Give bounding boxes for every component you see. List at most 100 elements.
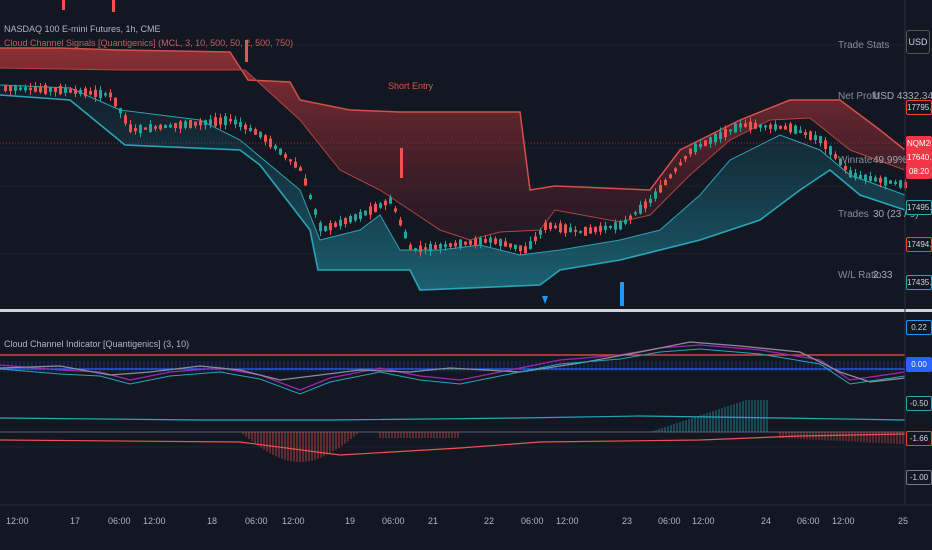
candle-body	[269, 138, 272, 148]
candle-body	[414, 248, 417, 251]
candle-body	[59, 85, 62, 95]
candle-body	[519, 245, 522, 252]
candle-body	[369, 206, 372, 215]
candle-body	[194, 121, 197, 126]
price-scale-tag[interactable]: NQM2024	[906, 136, 932, 151]
candle-body	[784, 125, 787, 130]
candle-body	[174, 123, 177, 129]
candle-body	[289, 159, 292, 162]
candle-body	[834, 154, 837, 159]
price-scale-tag[interactable]: 17495.50	[906, 200, 932, 215]
oscillator-fast-line	[0, 348, 906, 395]
candle-body	[584, 226, 587, 236]
candle-body	[449, 243, 452, 247]
candle-body	[419, 245, 422, 253]
candle-body	[484, 238, 487, 243]
candle-body	[14, 86, 17, 91]
oscillator-scale-tag[interactable]: -1.00	[906, 470, 932, 485]
oscillator-scale-tag[interactable]: 0.00	[906, 357, 932, 372]
candle-body	[299, 167, 302, 171]
time-axis-label: 18	[207, 516, 218, 526]
candle-body	[854, 172, 857, 179]
candle-body	[214, 117, 217, 126]
currency-button[interactable]: USD	[906, 30, 930, 54]
candle-body	[844, 165, 847, 171]
candle-body	[794, 125, 797, 134]
candle-body	[804, 132, 807, 136]
candle-body	[34, 86, 37, 92]
candle-body	[124, 115, 127, 124]
indicator-legend[interactable]: Cloud Channel Signals [Quantigenics] (MC…	[4, 38, 294, 48]
price-scale-tag[interactable]: 17640.00	[906, 150, 932, 165]
candle-body	[49, 87, 52, 92]
candle-body	[769, 124, 772, 129]
oscillator-legend[interactable]: Cloud Channel Indicator [Quantigenics] (…	[4, 339, 190, 349]
candle-body	[314, 209, 317, 215]
price-scale-tag[interactable]: 17795.50	[906, 100, 932, 115]
time-axis-label: 25	[898, 516, 909, 526]
candle-body	[374, 203, 377, 213]
candle-body	[279, 148, 282, 155]
candle-body	[494, 238, 497, 244]
candle-body	[224, 116, 227, 126]
candle-body	[424, 247, 427, 250]
candle-body	[99, 89, 102, 98]
candle-body	[349, 215, 352, 223]
candle-body	[149, 124, 152, 133]
candle-body	[774, 124, 777, 130]
candle-body	[104, 93, 107, 96]
candle-body	[654, 191, 657, 199]
candle-body	[19, 87, 22, 90]
candle-body	[89, 91, 92, 95]
candle-body	[334, 222, 337, 227]
candle-body	[504, 241, 507, 247]
candle-body	[184, 121, 187, 128]
symbol-legend[interactable]: NASDAQ 100 E-mini Futures, 1h, CME	[4, 24, 161, 34]
upper-channel-line	[0, 47, 906, 191]
oscillator-scale-tag[interactable]: -0.50	[906, 396, 932, 411]
short-signal-marker	[62, 0, 65, 10]
candle-body	[754, 122, 757, 129]
candle-body	[474, 238, 477, 246]
time-axis-label: 06:00	[108, 516, 131, 526]
candle-body	[799, 130, 802, 133]
candle-body	[144, 127, 147, 130]
candle-body	[629, 215, 632, 220]
candle-body	[429, 243, 432, 252]
candle-body	[69, 89, 72, 93]
trade-stat-value: USD 4332.34	[873, 91, 932, 102]
candle-body	[539, 230, 542, 235]
candle-body	[129, 124, 132, 133]
candle-body	[899, 180, 902, 188]
candle-body	[9, 85, 12, 92]
candle-body	[889, 180, 892, 184]
candle-body	[169, 124, 172, 128]
price-scale-tag[interactable]: 17494.01	[906, 237, 932, 252]
candle-body	[664, 179, 667, 186]
bearish-cloud	[0, 48, 905, 240]
oscillator-scale-tag[interactable]: 0.22	[906, 320, 932, 335]
candle-body	[109, 92, 112, 98]
candle-body	[179, 121, 182, 129]
price-scale-tag[interactable]: 08:20	[906, 164, 932, 179]
candle-body	[674, 168, 677, 172]
time-axis-label: 17	[70, 516, 81, 526]
candle-body	[4, 85, 7, 92]
candle-body	[624, 219, 627, 224]
candle-body	[659, 184, 662, 193]
trade-stat-label: Trades	[838, 209, 869, 220]
candle-body	[529, 241, 532, 249]
candle-body	[609, 225, 612, 228]
candle-body	[439, 244, 442, 249]
candle-body	[614, 222, 617, 230]
price-scale-tag[interactable]: 17435.50	[906, 275, 932, 290]
candle-body	[884, 176, 887, 186]
candle-body	[189, 120, 192, 129]
trade-stat-value: 30 (23 / 9)	[873, 209, 919, 220]
candle-body	[554, 225, 557, 229]
candle-body	[54, 87, 57, 93]
candle-body	[579, 230, 582, 233]
oscillator-scale-tag[interactable]: -1.66	[906, 431, 932, 446]
candle-body	[444, 244, 447, 248]
